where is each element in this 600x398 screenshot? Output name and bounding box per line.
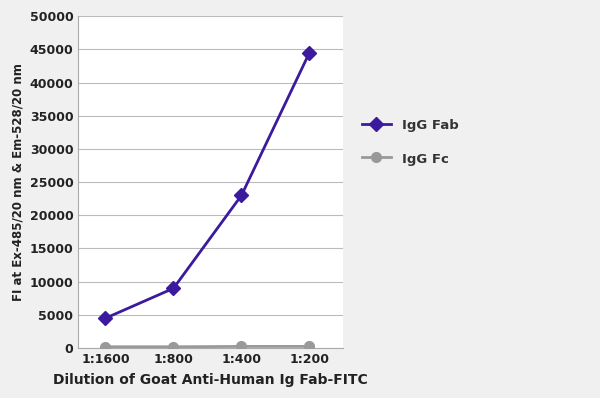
IgG Fc — [238, 344, 245, 349]
X-axis label: Dilution of Goat Anti-Human Ig Fab-FITC: Dilution of Goat Anti-Human Ig Fab-FITC — [53, 373, 368, 387]
IgG Fab — [238, 193, 245, 198]
Legend: IgG Fab, IgG Fc: IgG Fab, IgG Fc — [355, 112, 465, 172]
IgG Fc — [170, 344, 177, 349]
IgG Fab — [170, 286, 177, 291]
Line: IgG Fab: IgG Fab — [101, 48, 314, 323]
IgG Fc — [306, 344, 313, 349]
IgG Fab — [306, 50, 313, 55]
Y-axis label: FI at Ex-485/20 nm & Em-528/20 nm: FI at Ex-485/20 nm & Em-528/20 nm — [11, 63, 24, 301]
IgG Fab — [102, 316, 109, 321]
Line: IgG Fc: IgG Fc — [101, 341, 314, 351]
IgG Fc — [102, 344, 109, 349]
